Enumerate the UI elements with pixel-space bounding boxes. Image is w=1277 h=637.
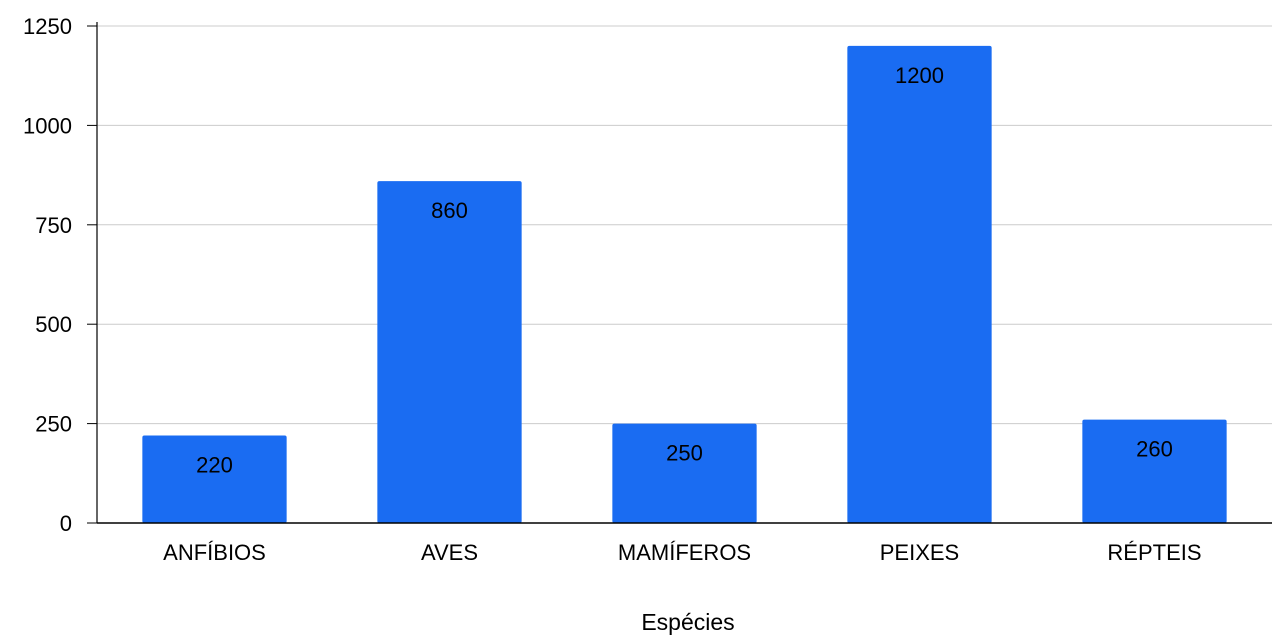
x-tick-label: RÉPTEIS [1107,540,1201,565]
y-tick-labels: 0 250 500 750 1000 1250 [23,14,72,536]
bar-anfíbios [142,435,287,523]
y-tick-label: 750 [35,213,72,238]
y-tick-label: 0 [60,511,72,536]
data-labels: 220 860 250 1200 260 [196,63,1173,478]
x-axis-title: Espécies [641,609,734,635]
x-tick-label: ANFÍBIOS [163,540,266,565]
bars [142,45,1227,523]
bar-mamíferos [612,423,757,523]
axes [87,22,1272,524]
x-tick-label: AVES [421,540,478,565]
data-label: 220 [196,453,233,478]
bar-aves [377,181,522,523]
data-label: 250 [666,441,703,466]
data-label: 860 [431,198,468,223]
x-tick-labels: ANFÍBIOS AVES MAMÍFEROS PEIXES RÉPTEIS [163,540,1201,565]
data-label: 260 [1136,437,1173,462]
data-label: 1200 [895,63,944,88]
y-tick-label: 1000 [23,113,72,138]
y-tick-label: 500 [35,312,72,337]
bar-répteis [1082,419,1227,523]
bar-peixes [847,45,992,523]
y-tick-label: 250 [35,412,72,437]
y-tick-label: 1250 [23,14,72,39]
x-tick-label: MAMÍFEROS [618,540,751,565]
x-tick-label: PEIXES [880,540,959,565]
gridlines [97,25,1272,425]
